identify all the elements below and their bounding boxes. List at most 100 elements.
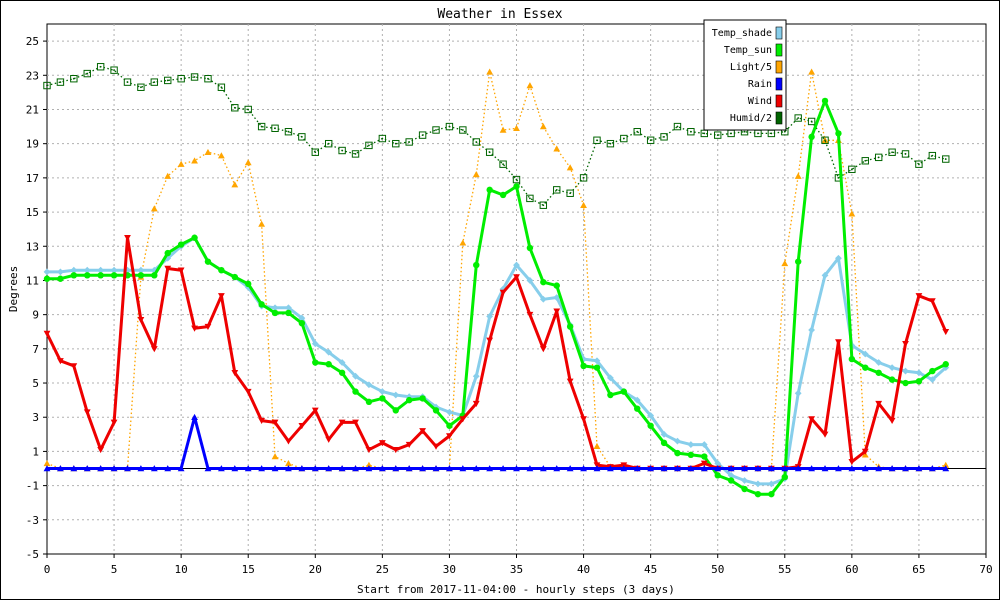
point-temp-shade [486,312,494,320]
point-wind [83,409,91,416]
point-light-5 [43,459,51,467]
point-humid-2 [378,134,387,143]
legend-swatch-temp-sun [775,43,783,57]
point-humid-2 [915,160,923,168]
x-tick-label: 50 [711,563,724,576]
point-humid-2 [901,150,910,158]
y-tick-label: 13 [26,240,39,253]
point-humid-2 [177,75,185,83]
point-wind [835,339,842,346]
point-temp-shade [741,477,748,484]
point-wind [821,431,829,438]
point-temp-sun [298,319,306,327]
point-rain [808,465,816,472]
point-humid-2-dot [716,134,719,137]
x-tick-label: 35 [510,563,523,576]
x-tick-label: 30 [443,563,456,576]
point-temp-sun [915,378,923,385]
point-temp-sun [164,249,171,257]
point-temp-sun [660,439,668,447]
point-humid-2 [217,83,226,91]
x-tick-label: 20 [309,563,322,576]
point-wind [526,311,534,319]
point-rain [714,465,722,472]
point-humid-2-dot [689,130,692,133]
point-rain [352,465,359,472]
point-temp-sun [151,272,158,279]
point-temp-shade [325,348,333,356]
point-humid-2 [418,131,427,139]
point-humid-2-dot [166,79,169,82]
point-humid-2-dot [193,76,196,78]
point-wind [405,441,413,448]
point-humid-2 [848,165,856,174]
point-rain [392,465,400,472]
y-tick-label: 1 [32,445,39,458]
point-temp-sun [593,364,601,371]
point-wind [513,274,520,281]
point-temp-sun [701,453,708,460]
point-humid-2 [204,75,212,83]
point-humid-2 [338,146,346,155]
point-humid-2-dot [931,154,934,157]
point-temp-sun [231,273,238,281]
point-rain [70,465,78,472]
point-humid-2-dot [247,108,250,111]
point-temp-shade [352,372,359,380]
point-rain [419,465,426,472]
point-humid-2 [646,136,655,144]
point-temp-sun [379,395,386,402]
point-rain [43,465,51,472]
point-temp-sun [84,272,91,279]
point-temp-shade [808,326,816,334]
point-temp-sun [486,186,493,194]
point-rain [848,465,856,472]
point-humid-2-dot [327,142,330,145]
series-line-rain [47,415,946,470]
point-humid-2-dot [408,141,411,143]
point-temp-shade [700,441,708,448]
point-temp-shade [553,294,561,301]
point-rain [660,465,668,472]
point-temp-sun [57,275,64,282]
point-wind [124,234,131,242]
point-temp-sun [781,473,788,481]
point-rain [217,465,225,472]
point-humid-2 [96,63,105,71]
point-wind [191,325,198,332]
point-humid-2-dot [46,84,48,87]
point-temp-sun [553,282,560,289]
point-rain [580,465,587,472]
point-humid-2-dot [233,106,236,109]
point-humid-2-dot [837,176,840,179]
point-wind [137,317,145,324]
point-wind [258,417,266,425]
point-humid-2-dot [703,132,706,135]
point-humid-2 [620,134,628,143]
point-temp-shade [513,261,520,269]
point-rain [727,465,735,472]
point-humid-2 [244,105,252,114]
point-humid-2 [539,201,548,209]
chart-title: Weather in Essex [437,7,562,22]
point-humid-2-dot [850,168,853,171]
point-temp-shade [124,266,131,274]
point-humid-2 [110,66,118,74]
point-rain [928,465,936,472]
y-tick-label: 21 [26,103,39,116]
point-temp-shade [57,268,64,276]
point-temp-sun [499,191,507,199]
point-light-5 [848,210,856,217]
point-temp-sun [902,379,909,387]
point-humid-2-dot [72,77,75,80]
point-temp-shade [285,304,292,312]
point-rain [566,465,574,472]
y-tick-label: 11 [26,274,39,287]
point-rain [57,465,64,472]
point-humid-2-dot [757,132,759,135]
point-rain [258,465,266,472]
point-temp-shade [311,340,319,348]
point-temp-shade [298,314,306,322]
point-humid-2 [231,104,239,112]
